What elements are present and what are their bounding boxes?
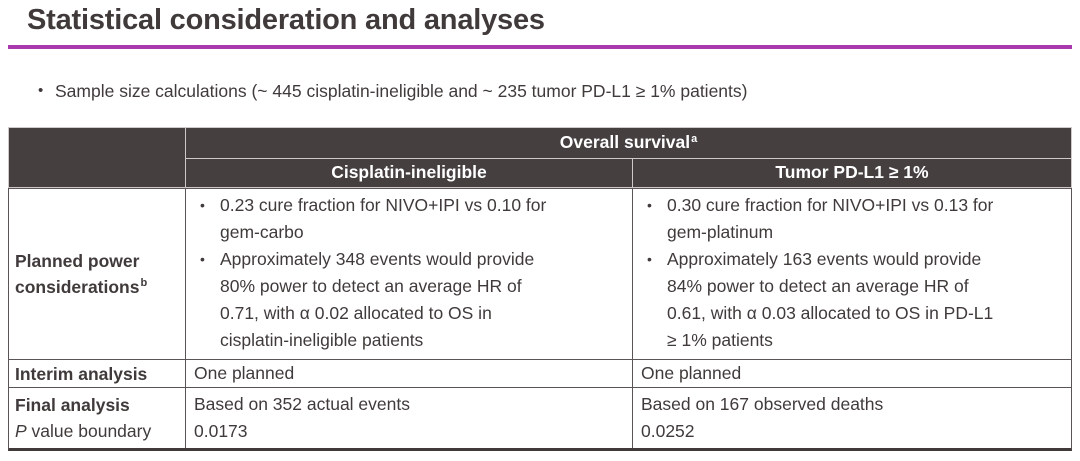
footnote-marker-b: b <box>140 277 148 290</box>
planned-power-label: Planned power considerationsb <box>15 251 148 297</box>
list-item: • 0.30 cure fraction for NIVO+IPI vs 0.1… <box>641 192 1065 246</box>
planned-power-pdl1-cell: • 0.30 cure fraction for NIVO+IPI vs 0.1… <box>633 189 1071 359</box>
bullet-icon: • <box>647 197 652 213</box>
footnote-marker-a: a <box>691 132 698 145</box>
final-analysis-label-cell: Final analysis P value boundary <box>9 388 185 448</box>
p-value-boundary-label: P value boundary <box>15 421 152 441</box>
final-cisplatin-events: Based on 352 actual events <box>194 394 410 414</box>
planned-power-label-cell: Planned power considerationsb <box>9 189 185 359</box>
interim-cisplatin-cell: One planned <box>186 360 632 387</box>
sample-size-bullet: • Sample size calculations (~ 445 cispla… <box>38 79 1058 103</box>
overall-survival-header-text: Overall survival <box>559 132 691 153</box>
interim-pdl1-cell: One planned <box>633 360 1071 387</box>
bullet-icon: • <box>38 82 44 99</box>
page-title: Statistical consideration and analyses <box>27 4 545 36</box>
title-underline-rule <box>8 45 1072 49</box>
header-corner-cell <box>9 128 185 187</box>
planned-power-cisplatin-cell: • 0.23 cure fraction for NIVO+IPI vs 0.1… <box>186 189 632 359</box>
final-cisplatin-pvalue: 0.0173 <box>194 421 248 441</box>
final-pdl1-events: Based on 167 observed deaths <box>641 394 884 414</box>
bullet-icon: • <box>200 197 205 213</box>
overall-survival-header: Overall survivala <box>186 128 1071 158</box>
list-item: • Approximately 163 events would provide… <box>641 246 1065 354</box>
cisplatin-column-header: Cisplatin-ineligible <box>186 159 632 187</box>
list-item: • Approximately 348 events would provide… <box>194 246 626 354</box>
list-item: • 0.23 cure fraction for NIVO+IPI vs 0.1… <box>194 192 626 246</box>
pdl1-column-header: Tumor PD-L1 ≥ 1% <box>633 159 1071 187</box>
sample-size-bullet-text: Sample size calculations (~ 445 cisplati… <box>55 81 748 101</box>
bullet-icon: • <box>647 251 652 267</box>
statistics-table: Overall survivala Cisplatin-ineligible T… <box>8 127 1072 451</box>
final-pdl1-pvalue: 0.0252 <box>641 421 695 441</box>
bullet-icon: • <box>200 251 205 267</box>
final-cisplatin-cell: Based on 352 actual events 0.0173 <box>186 388 632 448</box>
interim-analysis-label: Interim analysis <box>15 363 148 384</box>
table-header: Overall survivala Cisplatin-ineligible T… <box>8 127 1072 188</box>
table-body: Planned power considerationsb • 0.23 cur… <box>8 188 1072 451</box>
final-pdl1-cell: Based on 167 observed deaths 0.0252 <box>633 388 1071 448</box>
final-analysis-label: Final analysis <box>15 395 130 415</box>
interim-analysis-label-cell: Interim analysis <box>9 360 185 387</box>
